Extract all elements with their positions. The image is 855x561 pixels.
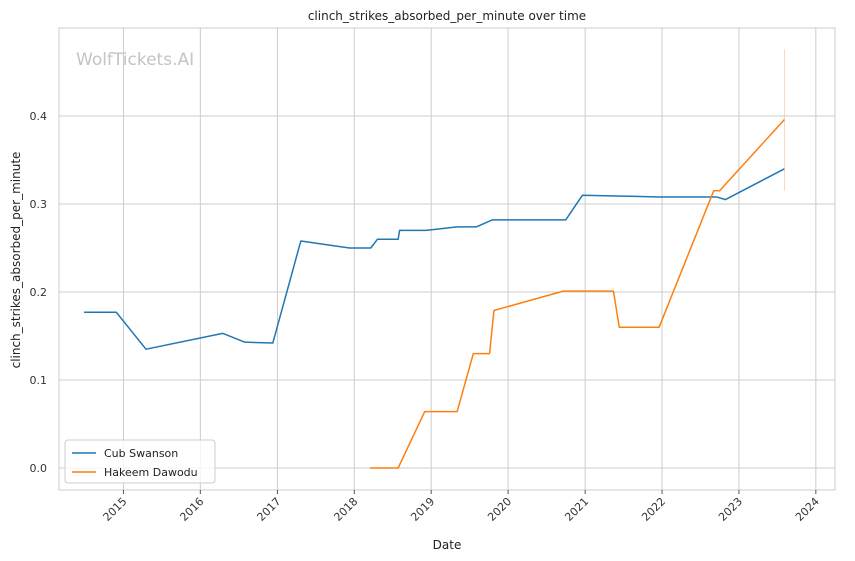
legend-label-hakeem-dawodu: Hakeem Dawodu xyxy=(104,466,198,479)
x-axis-label: Date xyxy=(433,538,462,552)
x-tick-label: 2022 xyxy=(639,495,668,524)
x-tick-label: 2024 xyxy=(793,495,822,524)
chart-title: clinch_strikes_absorbed_per_minute over … xyxy=(308,9,586,23)
y-tick-label: 0.4 xyxy=(30,110,48,123)
x-tick-label: 2023 xyxy=(716,495,745,524)
watermark: WolfTickets.AI xyxy=(76,50,194,70)
series-layer xyxy=(84,49,786,469)
x-tick-label: 2015 xyxy=(101,495,130,524)
x-tick-label: 2020 xyxy=(485,495,514,524)
x-tick-label: 2016 xyxy=(177,495,206,524)
x-tick-label: 2018 xyxy=(331,495,360,524)
legend-box xyxy=(64,439,216,484)
x-tick-label: 2019 xyxy=(408,495,437,524)
series-line-hakeem-dawodu xyxy=(370,119,786,469)
y-tick-label: 0.0 xyxy=(30,462,48,475)
grid xyxy=(59,28,835,490)
y-axis-label: clinch_strikes_absorbed_per_minute xyxy=(9,152,23,369)
legend: Cub Swanson Hakeem Dawodu xyxy=(64,439,216,484)
y-tick-labels: 0.0 0.1 0.2 0.3 0.4 xyxy=(30,110,48,475)
x-tick-label: 2021 xyxy=(562,495,591,524)
x-tick-label: 2017 xyxy=(255,495,284,524)
plot-frame xyxy=(58,27,836,491)
y-tick-label: 0.2 xyxy=(30,286,48,299)
y-tick-label: 0.1 xyxy=(30,374,48,387)
series-line-cub-swanson xyxy=(84,168,785,350)
legend-label-cub-swanson: Cub Swanson xyxy=(104,447,178,460)
x-tick-labels: 2015 2016 2017 2018 2019 2020 2021 2022 2023 2024 xyxy=(101,490,822,524)
y-tick-label: 0.3 xyxy=(30,198,48,211)
